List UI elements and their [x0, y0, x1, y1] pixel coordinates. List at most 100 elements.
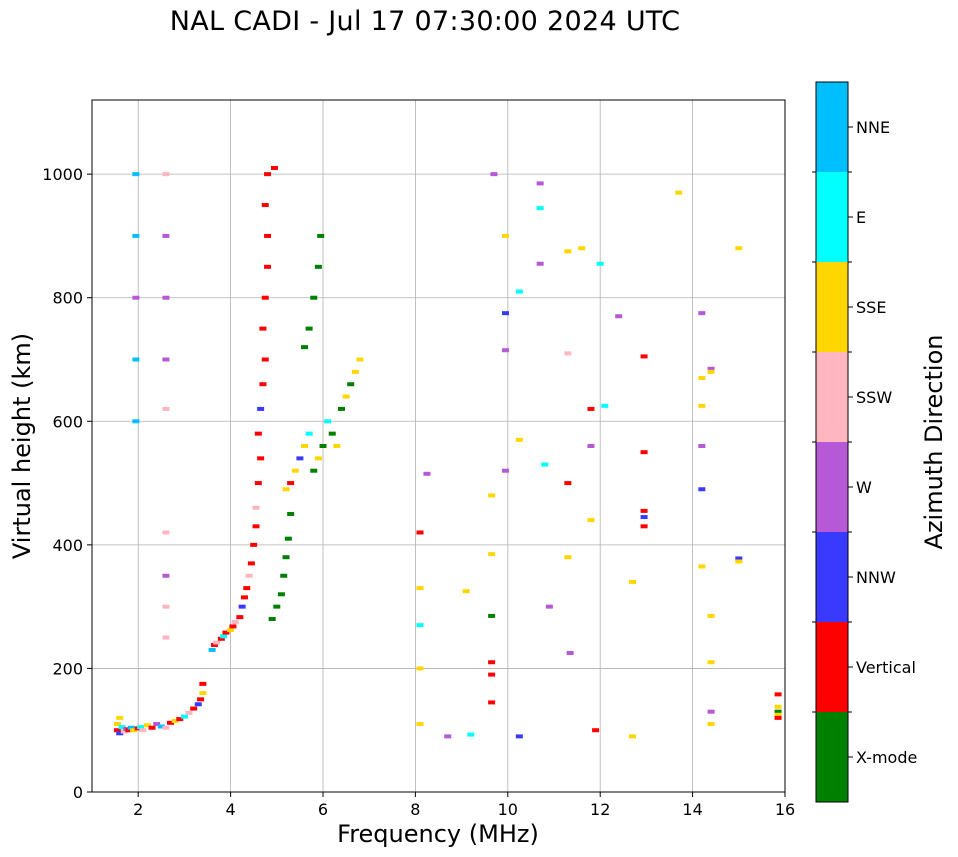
data-point [774, 709, 782, 714]
data-point [264, 233, 272, 238]
data-point [273, 604, 281, 609]
data-point [238, 604, 246, 609]
data-point [564, 351, 572, 356]
chart-title: NAL CADI - Jul 17 07:30:00 2024 UTC [169, 6, 681, 37]
data-point [707, 722, 715, 727]
data-point [310, 295, 318, 300]
data-point [640, 450, 648, 455]
data-point [113, 722, 121, 727]
data-point [467, 732, 475, 737]
data-point [501, 233, 509, 238]
data-point [587, 444, 595, 448]
data-point [707, 366, 715, 371]
colorbar-frame [815, 81, 849, 803]
data-point [231, 620, 239, 625]
data-point [640, 524, 648, 529]
data-point [162, 357, 170, 362]
data-point [488, 493, 496, 498]
data-point [501, 348, 509, 353]
data-point [490, 172, 498, 177]
data-point [264, 172, 272, 177]
data-point [162, 295, 170, 300]
data-point [254, 481, 262, 486]
data-point [132, 172, 140, 177]
data-point [257, 406, 265, 411]
data-point [257, 456, 265, 461]
data-point [227, 628, 235, 633]
data-point [319, 444, 327, 448]
y-tick-label: 200 [52, 659, 83, 678]
data-point [167, 720, 175, 725]
data-point [337, 406, 345, 411]
data-point [222, 630, 230, 635]
colorbar-segment [816, 82, 848, 172]
data-point [324, 419, 332, 424]
axis-ticks: 2 4 6 8 10 12 14 16 0 200 400 600 800 1000 [42, 165, 795, 819]
colorbar-label: Azimuth Direction [920, 335, 948, 550]
data-point [139, 728, 147, 733]
grid-lines [92, 100, 786, 793]
data-point [245, 573, 253, 578]
data-point [185, 710, 193, 715]
data-point [698, 311, 706, 316]
data-point [351, 369, 359, 374]
x-tick-label: 4 [226, 800, 236, 819]
colorbar-segment [816, 712, 848, 802]
data-point [515, 734, 523, 739]
data-point [314, 264, 322, 269]
colorbar-tick-label: X-mode [856, 748, 917, 767]
data-point [501, 311, 509, 316]
data-point [132, 419, 140, 424]
data-point [347, 382, 355, 387]
data-point [698, 444, 706, 448]
data-point [578, 246, 586, 251]
data-point [148, 725, 156, 730]
data-point [416, 530, 424, 535]
data-point [333, 444, 341, 448]
data-point [277, 592, 285, 597]
data-point [629, 579, 637, 584]
data-point [261, 357, 269, 362]
data-point [310, 468, 318, 473]
data-point [217, 636, 225, 641]
data-point [194, 702, 202, 707]
data-point [132, 357, 140, 362]
data-point [137, 725, 145, 730]
colorbar: X-mode Vertical NNW W SSW SSE E NNE [812, 81, 917, 803]
data-point [270, 165, 278, 170]
data-point [113, 728, 121, 733]
data-point [488, 660, 496, 665]
data-point [640, 508, 648, 513]
data-point [220, 634, 228, 639]
data-point [640, 515, 648, 520]
data-point [356, 357, 364, 362]
data-point [416, 722, 424, 727]
data-point [176, 717, 184, 722]
data-point [698, 487, 706, 492]
data-point [501, 468, 509, 473]
data-point [162, 573, 170, 578]
data-point [252, 505, 260, 510]
x-tick-label: 10 [498, 800, 518, 819]
data-point [601, 403, 609, 408]
data-point [587, 406, 595, 411]
colorbar-tick-label: SSW [856, 388, 892, 407]
data-point [208, 647, 216, 652]
data-point [280, 573, 288, 578]
data-point [735, 246, 743, 251]
data-point [162, 406, 170, 411]
data-point [735, 559, 743, 564]
data-point [328, 431, 336, 436]
data-point [199, 691, 207, 696]
data-point [774, 692, 782, 697]
data-point [284, 536, 292, 541]
colorbar-tick-label: E [856, 208, 866, 227]
data-point [157, 724, 165, 729]
data-point [116, 715, 124, 720]
x-tick-label: 14 [682, 800, 702, 819]
plot-frame [91, 99, 786, 793]
data-point [564, 249, 572, 254]
data-point [162, 725, 170, 730]
data-point [342, 394, 350, 399]
data-point [566, 650, 574, 655]
